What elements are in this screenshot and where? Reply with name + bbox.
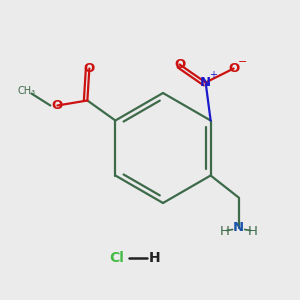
Text: H: H (220, 225, 230, 238)
Text: O: O (84, 62, 95, 75)
Text: H: H (149, 251, 161, 265)
Text: Cl: Cl (110, 251, 124, 265)
Text: −: − (238, 58, 247, 68)
Text: N: N (200, 76, 211, 89)
Text: O: O (52, 99, 63, 112)
Text: CH₃: CH₃ (17, 85, 35, 95)
Text: N: N (233, 221, 244, 234)
Text: O: O (174, 58, 185, 71)
Text: O: O (228, 62, 239, 75)
Text: +: + (208, 70, 217, 80)
Text: H: H (248, 225, 258, 238)
